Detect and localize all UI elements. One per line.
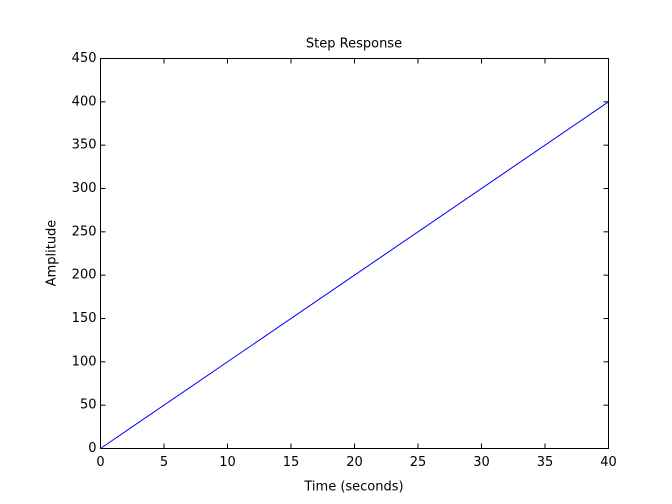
x-tick-label: 10 xyxy=(219,455,236,470)
x-tick-label: 5 xyxy=(160,455,168,470)
y-tick-label: 400 xyxy=(72,94,97,109)
y-tick-label: 50 xyxy=(80,398,97,413)
y-tick-label: 450 xyxy=(72,51,97,66)
y-tick-label: 250 xyxy=(72,224,97,239)
y-tick-label: 150 xyxy=(72,311,97,326)
y-tick-label: 300 xyxy=(72,181,97,196)
y-tick-label: 200 xyxy=(72,268,97,283)
x-tick-label: 15 xyxy=(283,455,300,470)
x-tick-label: 20 xyxy=(346,455,363,470)
chart-title: Step Response xyxy=(306,37,402,52)
y-tick-label: 350 xyxy=(72,138,97,153)
x-axis-label: Time (seconds) xyxy=(303,480,403,495)
data-line xyxy=(100,101,609,449)
x-tick-label: 25 xyxy=(410,455,427,470)
x-tick-label: 30 xyxy=(473,455,490,470)
y-tick-label: 0 xyxy=(88,441,96,456)
plot-area xyxy=(100,58,609,449)
y-tick-label: 100 xyxy=(72,354,97,369)
x-tick-label: 35 xyxy=(537,455,554,470)
x-tick-label: 0 xyxy=(96,455,104,470)
x-tick-label: 40 xyxy=(600,455,617,470)
y-axis-label: Amplitude xyxy=(45,220,60,287)
